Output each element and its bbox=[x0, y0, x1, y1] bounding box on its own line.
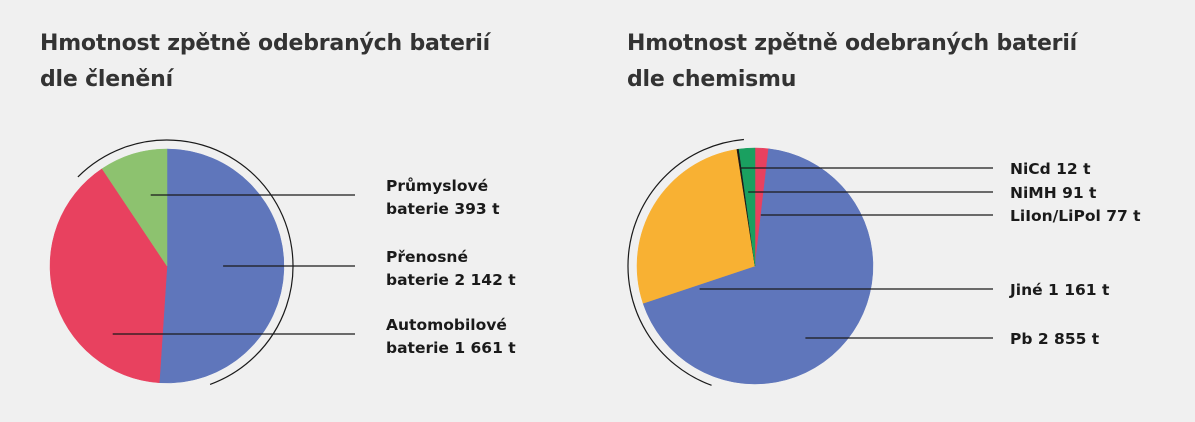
slice-nimh-91-t bbox=[738, 147, 756, 267]
pie-chart-by-chemistry: NiCd 12 t NiMH 91 t LiIon/LiPol 77 t Jiné 1… bbox=[627, 138, 1141, 386]
slice-jine-1-161-t bbox=[636, 149, 756, 304]
left-chart-title: Hmotnost zpětně odebraných baterií dle č… bbox=[40, 26, 490, 98]
label-nicd-12-t: NiCd 12 t bbox=[1010, 160, 1091, 178]
left-chart-title-line-1: Hmotnost zpětně odebraných baterií bbox=[40, 31, 491, 56]
label-line-1: Přenosné bbox=[386, 248, 468, 266]
outer-arc-decoration bbox=[627, 138, 744, 386]
label-jine-1-161-t: Jiné 1 161 t bbox=[1009, 281, 1110, 299]
label-nimh-91-t: NiMH 91 t bbox=[1010, 184, 1097, 202]
label-pb-2-855-t: Pb 2 855 t bbox=[1010, 330, 1100, 348]
slice-pb-2-855-t bbox=[642, 148, 874, 385]
outer-arc-decoration bbox=[77, 139, 294, 385]
label-line-1: Průmyslové bbox=[386, 176, 488, 195]
left-chart-title-line-2: dle členění bbox=[40, 67, 173, 92]
label-liion-lipol-77-t: LiIon/LiPol 77 t bbox=[1010, 207, 1141, 225]
right-chart-title-line-1: Hmotnost zpětně odebraných baterií bbox=[627, 31, 1078, 56]
slice-prenosne bbox=[159, 148, 285, 384]
slice-prumyslove bbox=[101, 148, 168, 267]
right-chart-title: Hmotnost zpětně odebraných baterií dle c… bbox=[627, 26, 1077, 98]
label-automobilove: Automobilové baterie 1 661 t bbox=[386, 316, 516, 357]
label-line-2: baterie 1 661 t bbox=[386, 339, 516, 357]
label-line-2: baterie 393 t bbox=[386, 200, 500, 218]
right-chart-title-line-2: dle chemismu bbox=[627, 67, 797, 92]
label-line-1: Automobilové bbox=[386, 316, 507, 334]
label-prenosne: Přenosné baterie 2 142 t bbox=[386, 248, 516, 289]
label-line-2: baterie 2 142 t bbox=[386, 271, 516, 289]
label-prumyslove: Průmyslové baterie 393 t bbox=[386, 176, 500, 218]
pie-chart-by-type: Průmyslové baterie 393 t Přenosné baterie 2… bbox=[49, 139, 516, 385]
